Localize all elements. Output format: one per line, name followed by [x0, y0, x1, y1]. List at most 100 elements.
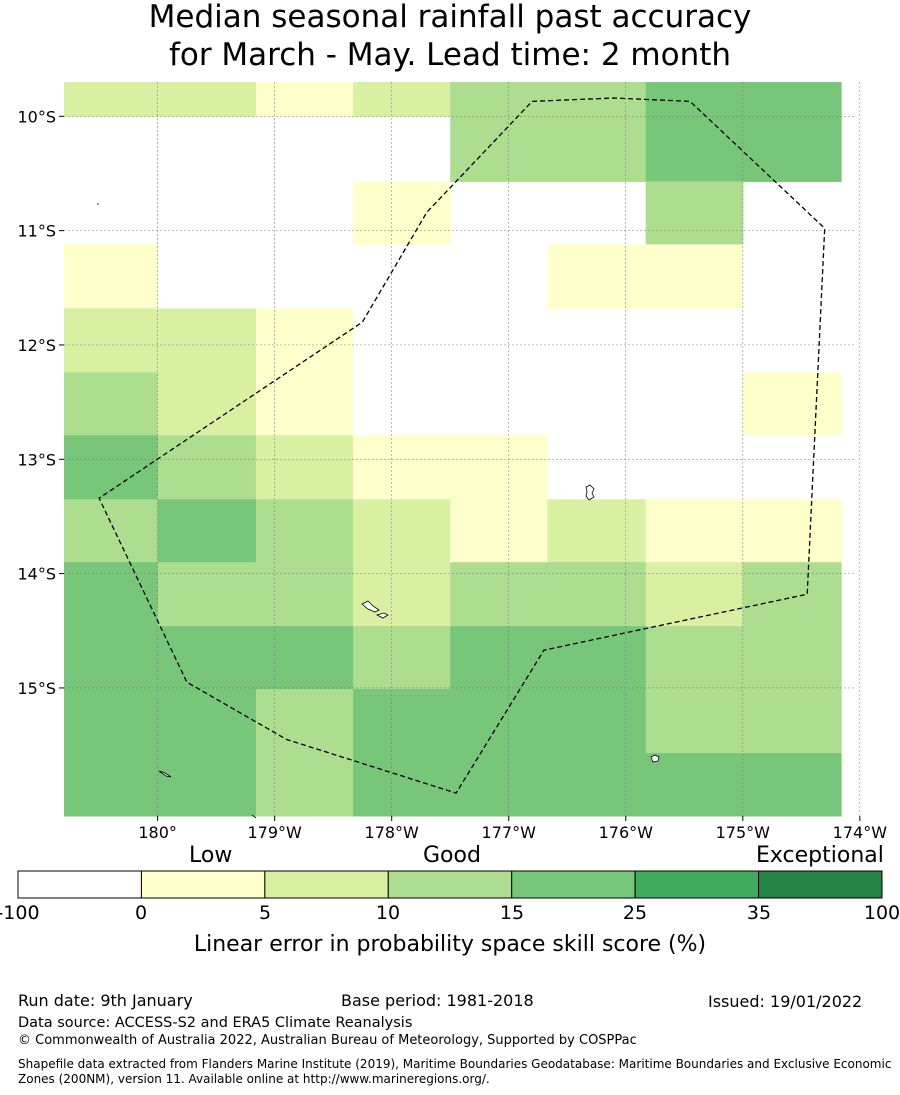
skill-cell: [64, 82, 159, 117]
lon-tick-label: 174°W: [833, 823, 888, 842]
skill-cell: [157, 435, 257, 500]
skill-cell: [742, 372, 842, 436]
skill-cell: [353, 626, 451, 690]
skill-cell: [547, 626, 647, 690]
label-good: Good: [423, 843, 481, 868]
label-exceptional: Exceptional: [756, 843, 884, 868]
skill-cell: [645, 562, 744, 627]
island-shape: [361, 600, 380, 613]
shapefile-credit-2: Zones (200NM), version 11. Available onl…: [18, 1072, 490, 1086]
skill-cell: [64, 689, 159, 754]
lat-tick-label: 10°S: [17, 107, 56, 126]
skill-cell: [157, 82, 257, 117]
lon-tick-label: 176°W: [599, 823, 654, 842]
skill-cell: [255, 435, 354, 500]
skill-cell: [255, 562, 354, 627]
skill-cell: [157, 562, 257, 627]
skill-cell: [450, 753, 548, 817]
title-line-2: for March - May. Lead time: 2 month: [168, 37, 732, 73]
cb-tick: 15: [499, 902, 525, 924]
lon-tick-label: 178°W: [365, 823, 420, 842]
skill-cells: [64, 82, 842, 817]
skill-cell: [64, 626, 159, 690]
cb-tick: 35: [746, 902, 772, 924]
colorbar-segment: [758, 870, 883, 899]
skill-cell: [742, 753, 842, 817]
skill-cell: [645, 689, 744, 754]
skill-cell: [645, 116, 744, 182]
cb-tick: 10: [375, 902, 401, 924]
colorbar-segment: [634, 870, 760, 899]
skill-cell: [547, 689, 647, 754]
title-line-1: Median seasonal rainfall past accuracy: [148, 0, 752, 35]
skill-cell: [157, 499, 257, 563]
data-source: Data source: ACCESS-S2 and ERA5 Climate …: [18, 1015, 413, 1031]
skill-cell: [645, 181, 744, 245]
lat-tick-label: 11°S: [17, 222, 56, 241]
skill-cell: [255, 499, 354, 563]
lat-tick-label: 15°S: [17, 679, 56, 698]
skill-cell: [157, 308, 257, 373]
skill-cell: [64, 372, 159, 436]
skill-cell: [353, 689, 451, 754]
cb-tick: 25: [622, 902, 648, 924]
skill-cell: [547, 82, 647, 117]
skill-cell: [353, 562, 451, 627]
colorbar-title: Linear error in probability space skill …: [193, 932, 707, 957]
label-low: Low: [189, 843, 233, 868]
island-shape: [585, 484, 595, 501]
lat-tick-label: 12°S: [17, 336, 56, 355]
skill-cell: [255, 308, 354, 373]
skill-cell: [742, 499, 842, 563]
skill-cell: [450, 689, 548, 754]
colorbar-segment: [511, 870, 636, 899]
skill-cell: [255, 82, 354, 117]
skill-cell: [547, 244, 647, 309]
copyright: © Commonwealth of Australia 2022, Austra…: [18, 1033, 637, 1048]
skill-cell: [742, 562, 842, 627]
skill-cell: [450, 435, 548, 500]
skill-cell: [645, 626, 744, 690]
cb-tick: 0: [134, 902, 148, 924]
skill-cell: [547, 499, 647, 563]
longitude-labels: 180° 179°W 178°W 177°W 176°W 175°W 174°W: [138, 816, 887, 842]
run-date: Run date: 9th January: [18, 991, 193, 1010]
chart-title: Median seasonal rainfall past accuracy f…: [0, 0, 900, 74]
islands: [97, 203, 660, 819]
shapefile-credit-1: Shapefile data extracted from Flanders M…: [18, 1057, 892, 1071]
colorbar-outline: [17, 870, 883, 899]
island-shape: [375, 612, 389, 619]
island-shape: [158, 770, 172, 778]
skill-cell: [742, 82, 842, 117]
skill-cell: [64, 308, 159, 373]
skill-cell: [645, 82, 744, 117]
lon-tick-label: 179°W: [247, 823, 302, 842]
skill-cell: [255, 689, 354, 754]
skill-cell: [547, 562, 647, 627]
skill-cell: [450, 82, 548, 117]
lon-tick-label: 180°: [138, 823, 177, 842]
island-shape: [251, 814, 257, 819]
skill-cell: [645, 244, 744, 309]
eez-boundary: [98, 97, 826, 794]
colorbar-segment: [264, 870, 389, 899]
lat-tick-label: 13°S: [17, 450, 56, 469]
cb-tick: 100: [863, 902, 900, 924]
skill-cell: [450, 499, 548, 563]
skill-cell: [547, 116, 647, 182]
skill-cell: [64, 562, 159, 627]
skill-cell: [353, 499, 451, 563]
island-shape: [650, 754, 660, 763]
skill-cell: [645, 499, 744, 563]
colorbar-segment: [17, 870, 142, 899]
skill-cell: [450, 626, 548, 690]
lon-tick-label: 175°W: [716, 823, 771, 842]
skill-cell: [353, 82, 451, 117]
skill-cell: [157, 689, 257, 754]
skill-cell: [64, 499, 159, 563]
cb-tick: -100: [0, 902, 40, 924]
skill-cell: [157, 753, 257, 817]
lon-tick-label: 177°W: [482, 823, 537, 842]
skill-cell: [64, 753, 159, 817]
